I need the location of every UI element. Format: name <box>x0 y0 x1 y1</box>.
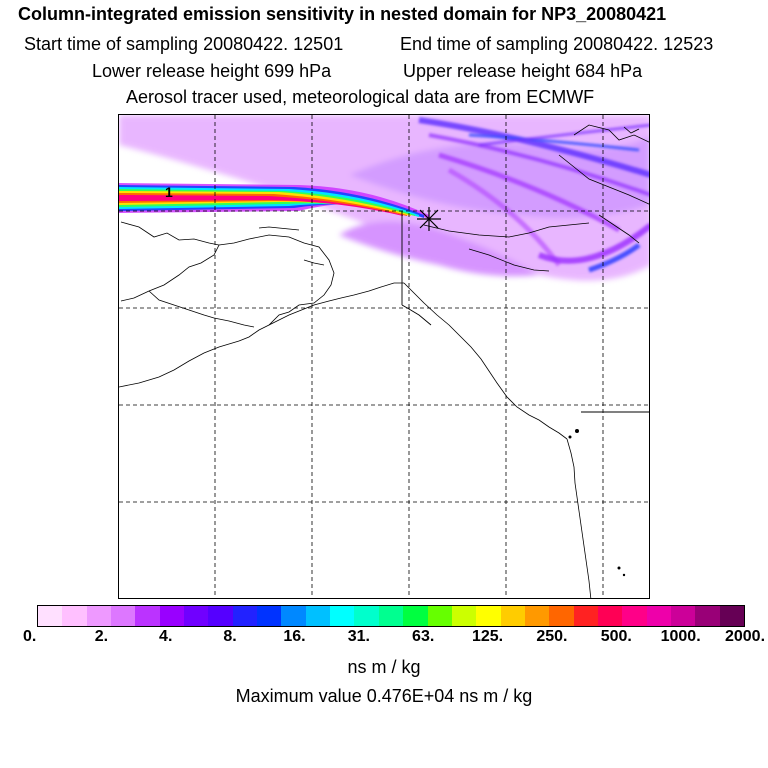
colorbar-units-label: ns m / kg <box>347 657 421 677</box>
colorbar-tick-label: 1000. <box>660 628 701 645</box>
tracer-info-label: Aerosol tracer used, meteorological data… <box>126 87 595 107</box>
colorbar-segment <box>86 606 112 626</box>
colorbar-segment <box>184 606 209 626</box>
colorbar-segment <box>330 606 355 626</box>
colorbar-segment <box>476 606 501 626</box>
coastlines <box>119 124 649 598</box>
colorbar-tick-label: 2000. <box>724 628 766 645</box>
emission-plume <box>119 183 429 219</box>
map-title: Column-integrated emission sensitivity i… <box>18 4 667 24</box>
colorbar-segment <box>670 606 696 626</box>
colorbar-tick-label: 125. <box>471 628 504 645</box>
political-borders <box>401 211 649 413</box>
colorbar-segment <box>38 606 63 626</box>
colorbar-segment <box>427 606 452 626</box>
colorbar-segment <box>111 606 136 626</box>
colorbar-segment <box>135 606 160 626</box>
graticule <box>119 115 649 598</box>
start-time-label: Start time of sampling 20080422. 12501 <box>24 34 344 54</box>
colorbar-segment <box>378 606 404 626</box>
sensitivity-streaks <box>418 117 649 273</box>
colorbar-segment <box>451 606 477 626</box>
upper-release-height-label: Upper release height 684 hPa <box>403 61 643 81</box>
colorbar-tick-label: 8. <box>223 628 237 645</box>
sensitivity-map: 1 <box>119 115 649 598</box>
colorbar-segment <box>208 606 233 626</box>
release-point-number: 1 <box>165 184 173 200</box>
colorbar-segment <box>305 606 331 626</box>
colorbar-tick-label: 0. <box>23 628 37 645</box>
colorbar-tick-label: 63. <box>412 628 435 645</box>
colorbar-tick-label: 2. <box>94 628 109 645</box>
colorbar-segment <box>281 606 306 626</box>
colorbar-segment <box>500 606 525 626</box>
colorbar-tick-label: 250. <box>536 628 568 645</box>
colorbar-segment <box>159 606 185 626</box>
colorbar-tick-label: 16. <box>283 628 306 645</box>
sensitivity-field <box>119 115 649 281</box>
colorbar-tick-label: 4. <box>159 628 173 645</box>
colorbar-segment <box>695 606 720 626</box>
map-panel: 1 <box>118 114 650 599</box>
lower-release-height-label: Lower release height 699 hPa <box>92 61 332 81</box>
colorbar-segment <box>597 606 623 626</box>
colorbar-segment <box>646 606 671 626</box>
colorbar <box>37 605 745 627</box>
colorbar-segment <box>257 606 282 626</box>
colorbar-segment <box>62 606 87 626</box>
maximum-value-label: Maximum value 0.476E+04 ns m / kg <box>235 686 533 706</box>
colorbar-segment <box>622 606 647 626</box>
colorbar-segment <box>719 606 744 626</box>
end-time-label: End time of sampling 20080422. 12523 <box>400 34 714 54</box>
colorbar-segment <box>354 606 379 626</box>
colorbar-tick-label: 500. <box>600 628 632 645</box>
colorbar-segment <box>232 606 258 626</box>
colorbar-tick-label: 31. <box>347 628 370 645</box>
colorbar-segment <box>524 606 550 626</box>
colorbar-segment <box>549 606 574 626</box>
colorbar-segment <box>403 606 428 626</box>
colorbar-segment <box>573 606 598 626</box>
islands <box>568 429 626 577</box>
